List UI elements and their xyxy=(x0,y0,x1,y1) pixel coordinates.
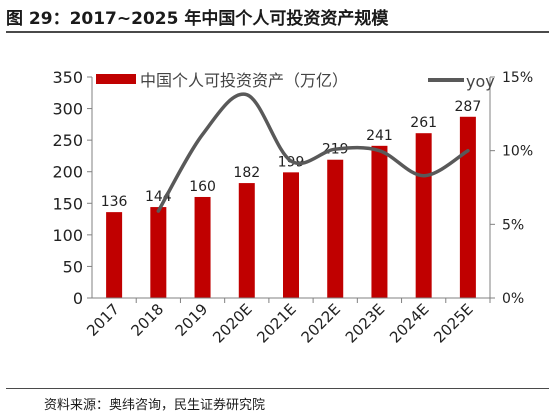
yoy-line xyxy=(156,92,470,213)
x-tick-label: 2023E xyxy=(342,300,388,346)
legend-bar-swatch xyxy=(96,74,136,84)
bar-value-label: 160 xyxy=(189,179,216,195)
bar-2024E xyxy=(415,133,432,298)
yoy-line-group xyxy=(156,92,470,213)
bar-value-label: 136 xyxy=(101,194,128,210)
bar-2023E xyxy=(371,145,388,298)
legend: 中国个人可投资资产（万亿） yoy xyxy=(96,71,495,91)
left-tick-label: 300 xyxy=(52,100,83,119)
x-tick-label: 2024E xyxy=(386,300,432,346)
source-divider xyxy=(6,388,549,389)
x-tick-label: 2021E xyxy=(253,300,299,346)
bar-value-label: 287 xyxy=(455,99,482,115)
bar-2018 xyxy=(150,207,167,298)
left-tick-label: 150 xyxy=(52,194,83,213)
legend-bar-label: 中国个人可投资资产（万亿） xyxy=(140,71,348,90)
bar-value-label: 241 xyxy=(366,128,393,144)
left-tick-label: 50 xyxy=(63,257,83,276)
right-tick-label: 0% xyxy=(502,291,524,307)
bar-2021E xyxy=(283,172,299,298)
bar-2025E xyxy=(459,116,476,298)
title-divider xyxy=(6,31,549,33)
left-tick-label: 350 xyxy=(52,68,83,87)
chart-title: 图 29：2017~2025 年中国个人可投资资产规模 xyxy=(6,9,389,29)
right-tick-label: 10% xyxy=(502,144,533,160)
x-tick-label: 2019 xyxy=(172,300,212,340)
source-note: 资料来源：奥纬咨询，民生证券研究院 xyxy=(44,398,266,413)
bar-2020E xyxy=(238,183,255,298)
left-tick-label: 200 xyxy=(52,163,83,182)
bar-value-label: 182 xyxy=(233,165,260,181)
left-tick-label: 0 xyxy=(73,289,83,308)
legend-line-label: yoy xyxy=(466,72,495,91)
left-tick-label: 250 xyxy=(52,131,83,150)
right-tick-label: 15% xyxy=(502,70,533,86)
bar-value-label: 261 xyxy=(410,115,437,131)
right-tick-label: 5% xyxy=(502,217,524,233)
x-tick-label: 2020E xyxy=(209,300,255,346)
bar-2019 xyxy=(194,196,211,298)
left-tick-label: 100 xyxy=(52,226,83,245)
bar-2022E xyxy=(327,159,344,298)
x-tick-label: 2025E xyxy=(430,300,476,346)
x-tick-label: 2018 xyxy=(127,300,167,340)
x-tick-label: 2017 xyxy=(83,300,123,340)
bar-2017 xyxy=(106,212,123,298)
x-tick-label: 2022E xyxy=(298,300,344,346)
